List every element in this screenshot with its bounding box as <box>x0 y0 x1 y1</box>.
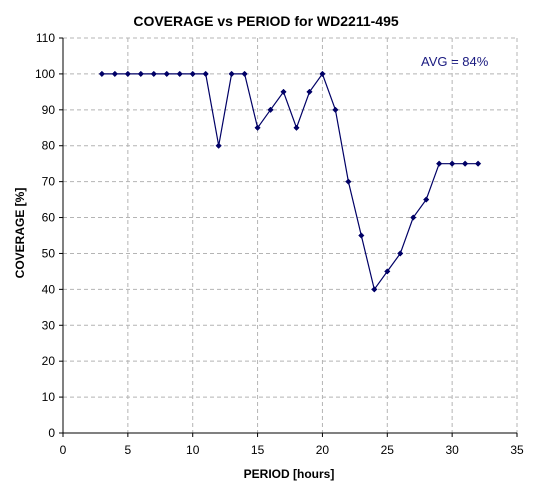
data-point-marker <box>423 196 430 203</box>
y-tick-label: 90 <box>42 103 56 117</box>
y-tick-label: 10 <box>42 390 56 404</box>
data-point-marker <box>410 214 417 221</box>
data-point-marker <box>461 160 469 167</box>
data-point-marker <box>474 160 482 167</box>
x-tick-label: 25 <box>381 443 395 457</box>
data-point-marker <box>358 232 365 239</box>
average-annotation: AVG = 84% <box>421 54 489 69</box>
data-point-marker <box>319 70 326 78</box>
y-tick-label: 0 <box>48 426 55 440</box>
data-point-marker <box>163 70 170 78</box>
x-tick-label: 10 <box>186 443 200 457</box>
data-point-marker <box>306 88 313 96</box>
y-axis-label: COVERAGE [%] <box>13 188 27 279</box>
data-point-marker <box>150 70 157 78</box>
data-point-marker <box>98 70 106 78</box>
x-tick-label: 30 <box>445 443 459 457</box>
data-point-marker <box>448 160 456 167</box>
y-tick-label: 50 <box>42 246 56 260</box>
x-axis-label: PERIOD [hours] <box>244 467 335 481</box>
data-point-marker <box>241 70 248 78</box>
chart-title: COVERAGE vs PERIOD for WD2211-495 <box>133 13 399 29</box>
data-point-marker <box>267 106 274 113</box>
y-tick-label: 110 <box>36 31 55 45</box>
data-point-marker <box>345 178 352 185</box>
y-tick-label: 80 <box>42 139 56 153</box>
data-point-marker <box>202 70 209 78</box>
tick-labels: 0 10 20 30 40 50 60 70 80 90 100 110 0 5 10 15 20 25 30 35 <box>35 31 524 457</box>
data-point-marker <box>228 70 235 78</box>
y-tick-label: 100 <box>35 67 55 81</box>
data-point-marker <box>137 70 144 78</box>
data-point-marker <box>397 250 404 257</box>
x-tick-label: 5 <box>125 443 132 457</box>
data-point-marker <box>384 268 391 275</box>
data-point-marker <box>111 70 119 78</box>
y-tick-label: 60 <box>42 211 56 225</box>
data-point-marker <box>436 160 443 167</box>
y-tick-label: 30 <box>42 318 56 332</box>
x-tick-label: 35 <box>510 443 524 457</box>
data-point-marker <box>293 124 300 131</box>
y-tick-label: 20 <box>42 354 56 368</box>
data-point-marker <box>332 106 339 113</box>
data-point-marker <box>371 286 378 293</box>
data-point-marker <box>124 70 132 78</box>
y-tick-label: 70 <box>42 175 56 189</box>
x-tick-label: 0 <box>60 443 67 457</box>
grid <box>63 37 518 433</box>
data-point-marker <box>280 88 287 96</box>
data-point-marker <box>189 70 196 78</box>
data-point-marker <box>176 70 183 78</box>
series <box>98 70 482 293</box>
data-point-marker <box>254 124 261 131</box>
axes <box>59 37 518 437</box>
x-tick-label: 20 <box>316 443 330 457</box>
x-tick-label: 15 <box>251 443 265 457</box>
data-point-marker <box>215 142 222 149</box>
y-tick-label: 40 <box>42 282 56 296</box>
